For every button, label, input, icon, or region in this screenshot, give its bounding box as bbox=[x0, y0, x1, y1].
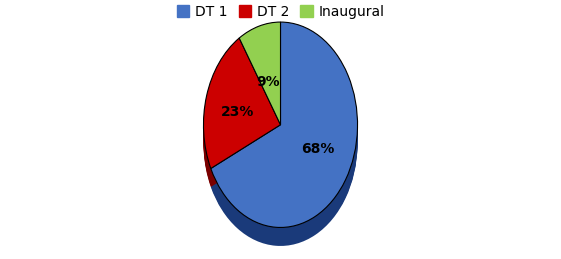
Wedge shape bbox=[204, 42, 280, 172]
Wedge shape bbox=[211, 22, 357, 227]
Wedge shape bbox=[204, 40, 280, 171]
Wedge shape bbox=[239, 23, 280, 126]
Wedge shape bbox=[239, 41, 280, 143]
Wedge shape bbox=[211, 32, 357, 237]
Wedge shape bbox=[204, 55, 280, 186]
Wedge shape bbox=[239, 28, 280, 131]
Wedge shape bbox=[211, 23, 357, 229]
Wedge shape bbox=[239, 33, 280, 136]
Text: 9%: 9% bbox=[256, 75, 280, 89]
Wedge shape bbox=[239, 37, 280, 140]
Wedge shape bbox=[211, 33, 357, 239]
Wedge shape bbox=[204, 39, 280, 170]
Wedge shape bbox=[204, 56, 280, 187]
Wedge shape bbox=[211, 41, 357, 246]
Wedge shape bbox=[239, 32, 280, 135]
Wedge shape bbox=[239, 25, 280, 127]
Wedge shape bbox=[211, 27, 357, 232]
Wedge shape bbox=[204, 52, 280, 182]
Wedge shape bbox=[239, 27, 280, 130]
Text: 68%: 68% bbox=[301, 142, 335, 156]
Wedge shape bbox=[211, 31, 357, 236]
Wedge shape bbox=[204, 38, 280, 169]
Wedge shape bbox=[211, 28, 357, 234]
Text: 23%: 23% bbox=[221, 105, 254, 119]
Wedge shape bbox=[239, 30, 280, 132]
Wedge shape bbox=[211, 36, 357, 241]
Wedge shape bbox=[239, 22, 280, 125]
Wedge shape bbox=[211, 34, 357, 240]
Legend: DT 1, DT 2, Inaugural: DT 1, DT 2, Inaugural bbox=[171, 0, 390, 24]
Wedge shape bbox=[211, 38, 357, 243]
Wedge shape bbox=[239, 34, 280, 137]
Wedge shape bbox=[211, 39, 357, 245]
Wedge shape bbox=[204, 45, 280, 176]
Wedge shape bbox=[211, 37, 357, 242]
Wedge shape bbox=[211, 26, 357, 231]
Wedge shape bbox=[239, 26, 280, 128]
Wedge shape bbox=[239, 36, 280, 138]
Wedge shape bbox=[204, 53, 280, 183]
Wedge shape bbox=[204, 48, 280, 178]
Wedge shape bbox=[204, 49, 280, 179]
Wedge shape bbox=[211, 30, 357, 235]
Wedge shape bbox=[239, 38, 280, 141]
Wedge shape bbox=[204, 47, 280, 177]
Wedge shape bbox=[239, 39, 280, 142]
Wedge shape bbox=[204, 54, 280, 184]
Wedge shape bbox=[204, 50, 280, 181]
Wedge shape bbox=[204, 43, 280, 174]
Wedge shape bbox=[211, 25, 357, 230]
Wedge shape bbox=[239, 31, 280, 133]
Wedge shape bbox=[204, 44, 280, 175]
